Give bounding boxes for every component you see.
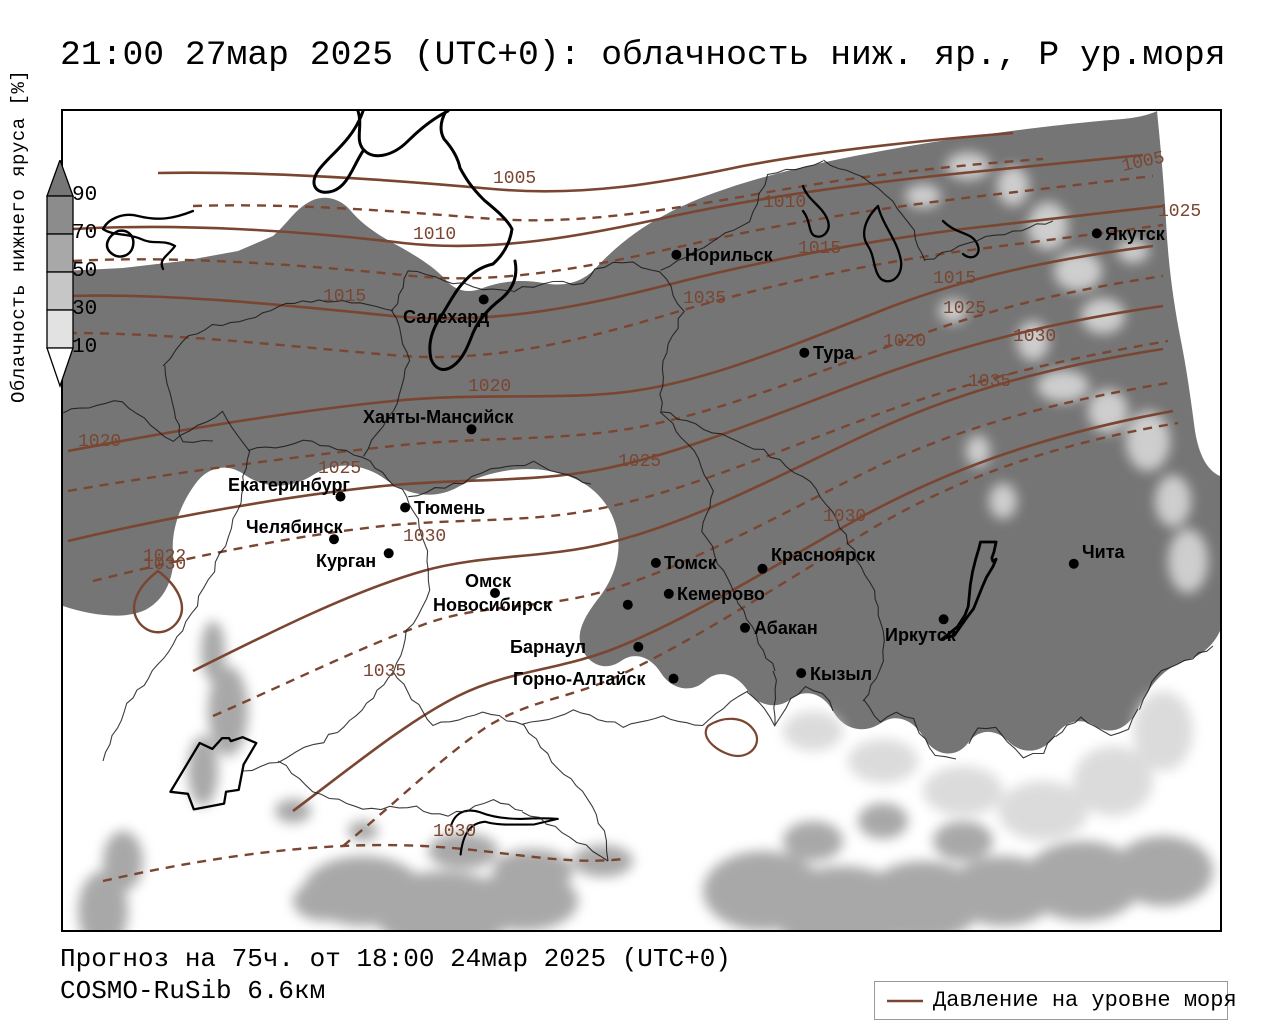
svg-text:Норильск: Норильск (685, 245, 774, 265)
svg-text:1010: 1010 (413, 225, 456, 245)
svg-text:Ханты-Мансийск: Ханты-Мансийск (363, 407, 514, 427)
svg-text:1020: 1020 (883, 332, 926, 352)
svg-text:Кемерово: Кемерово (677, 584, 765, 604)
svg-text:1035: 1035 (683, 289, 726, 309)
svg-text:1015: 1015 (933, 269, 976, 289)
svg-text:Якутск: Якутск (1105, 224, 1166, 244)
svg-text:1035: 1035 (968, 372, 1011, 392)
svg-text:Томск: Томск (664, 553, 718, 573)
svg-text:Курган: Курган (316, 551, 376, 571)
svg-text:Чита: Чита (1082, 542, 1126, 562)
svg-text:Абакан: Абакан (754, 618, 818, 638)
svg-text:Кызыл: Кызыл (810, 664, 872, 684)
svg-text:Иркутск: Иркутск (885, 625, 957, 645)
svg-text:1030: 1030 (403, 527, 446, 547)
svg-text:Красноярск: Красноярск (771, 545, 876, 565)
svg-text:Новосибирск: Новосибирск (433, 595, 553, 615)
svg-text:1030: 1030 (433, 822, 476, 842)
svg-text:Салехард: Салехард (403, 307, 490, 327)
svg-text:1005: 1005 (493, 169, 536, 189)
svg-text:Тура: Тура (813, 343, 855, 363)
svg-text:1015: 1015 (323, 287, 366, 307)
svg-text:Горно-Алтайск: Горно-Алтайск (513, 669, 646, 689)
svg-text:1025: 1025 (318, 459, 361, 479)
svg-text:1030: 1030 (823, 507, 866, 527)
svg-text:1010: 1010 (763, 193, 806, 213)
svg-text:1022: 1022 (143, 547, 186, 567)
svg-text:Челябинск: Челябинск (246, 517, 344, 537)
svg-text:Тюмень: Тюмень (414, 498, 485, 518)
svg-text:1020: 1020 (78, 432, 121, 452)
svg-text:Барнаул: Барнаул (510, 637, 586, 657)
svg-text:Омск: Омск (465, 571, 512, 591)
svg-text:1025: 1025 (943, 299, 986, 319)
svg-text:1015: 1015 (798, 239, 841, 259)
svg-text:1030: 1030 (1013, 327, 1056, 347)
svg-text:1035: 1035 (363, 662, 406, 682)
svg-text:1020: 1020 (468, 377, 511, 397)
svg-text:1025: 1025 (618, 452, 661, 472)
svg-text:1025: 1025 (1158, 202, 1201, 222)
